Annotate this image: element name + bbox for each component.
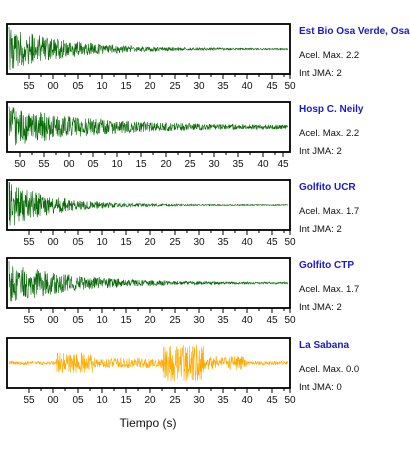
x-tick-label: 10 [96, 395, 108, 406]
x-tick-label: 45 [266, 237, 278, 248]
x-tick-label: 55 [23, 315, 35, 326]
x-tick-label: 50 [284, 237, 296, 248]
x-tick-label: 50 [284, 81, 296, 92]
x-tick-label: 55 [23, 81, 35, 92]
waveform-trace [8, 260, 289, 302]
waveform-trace [8, 344, 289, 382]
jma-label: Int JMA: 2 [299, 68, 342, 79]
x-tick-label: 45 [266, 395, 278, 406]
panel-4: 55 00 05 10 15 20 25 30 35 40 45 50 Golfito CTP Acel.… [6, 257, 359, 326]
x-tick-label: 25 [169, 395, 181, 406]
x-tick-label: 20 [144, 315, 156, 326]
x-tick-label: 15 [120, 395, 132, 406]
x-tick-label: 10 [111, 159, 123, 170]
x-tick-label: 05 [72, 237, 84, 248]
x-tick-label: 20 [144, 395, 156, 406]
plot-frame [6, 101, 291, 153]
pga-label: Acel. Max. 2.2 [299, 128, 359, 139]
x-tick-label: 10 [96, 315, 108, 326]
x-tick-label: 00 [47, 315, 59, 326]
x-tick-label: 00 [47, 395, 59, 406]
x-tick-label: 30 [193, 395, 205, 406]
x-tick-label: 45 [266, 315, 278, 326]
jma-label: Int JMA: 0 [299, 382, 342, 393]
x-tick-label: 40 [241, 81, 253, 92]
waveform-trace [8, 27, 289, 70]
x-tick-label: 30 [193, 237, 205, 248]
x-tick-label: 55 [23, 237, 35, 248]
x-tick-label: 15 [135, 159, 147, 170]
panel-3: 55 00 05 10 15 20 25 30 35 40 45 50 Golfito UCR Acel.… [6, 179, 359, 248]
x-tick-label: 30 [193, 81, 205, 92]
station-name: Hosp C. Neily [299, 104, 364, 115]
jma-label: Int JMA: 2 [299, 146, 342, 157]
x-tick-label: 15 [120, 237, 132, 248]
x-tick-label: 25 [184, 159, 196, 170]
x-tick-label: 40 [241, 237, 253, 248]
x-tick-label: 15 [120, 81, 132, 92]
x-tick-label: 25 [169, 237, 181, 248]
x-tick-label: 30 [208, 159, 220, 170]
x-tick-label: 20 [144, 237, 156, 248]
waveform-trace [8, 182, 289, 226]
jma-label: Int JMA: 2 [299, 302, 342, 313]
x-tick-label: 30 [193, 315, 205, 326]
x-tick-label: 00 [63, 159, 75, 170]
x-tick-label: 10 [96, 81, 108, 92]
x-tick-label: 00 [47, 237, 59, 248]
x-tick-label: 05 [72, 395, 84, 406]
x-axis-title: Tiempo (s) [120, 416, 177, 430]
x-tick-label: 00 [47, 81, 59, 92]
station-name: Golfito UCR [299, 182, 356, 193]
x-tick-label: 20 [144, 81, 156, 92]
x-tick-label: 55 [38, 159, 50, 170]
x-tick-label: 35 [217, 315, 229, 326]
pga-label: Acel. Max. 2.2 [299, 50, 359, 61]
x-tick-label: 05 [72, 81, 84, 92]
x-tick-label: 40 [241, 395, 253, 406]
x-tick-label: 50 [14, 159, 26, 170]
x-tick-label: 50 [284, 315, 296, 326]
panel-1: 55 00 05 10 15 20 25 30 35 40 45 50 Est Bio Osa Verd… [6, 23, 410, 92]
x-tick-label: 35 [217, 81, 229, 92]
pga-label: Acel. Max. 1.7 [299, 284, 359, 295]
station-name: Golfito CTP [299, 260, 354, 271]
x-tick-label: 40 [241, 315, 253, 326]
x-tick-label: 25 [169, 315, 181, 326]
waveform-trace [8, 106, 289, 146]
x-tick-label: 35 [217, 395, 229, 406]
panel-2: 50 55 00 05 10 15 20 25 30 35 40 45 Hosp C. Neily Ace… [6, 101, 364, 170]
panel-5: 55 00 05 10 15 20 25 30 35 40 45 50 La Sabana Acel. M… [6, 337, 359, 406]
station-name: La Sabana [299, 340, 349, 351]
x-tick-label: 50 [284, 395, 296, 406]
x-tick-label: 25 [169, 81, 181, 92]
x-tick-label: 35 [232, 159, 244, 170]
x-tick-label: 10 [96, 237, 108, 248]
station-name: Est Bio Osa Verde, Osa [299, 26, 410, 37]
jma-label: Int JMA: 2 [299, 224, 342, 235]
pga-label: Acel. Max. 0.0 [299, 364, 359, 375]
x-tick-label: 40 [257, 159, 269, 170]
x-tick-label: 20 [160, 159, 172, 170]
x-tick-label: 55 [23, 395, 35, 406]
x-tick-label: 45 [266, 81, 278, 92]
x-tick-label: 45 [277, 159, 289, 170]
x-tick-label: 05 [87, 159, 99, 170]
x-tick-label: 05 [72, 315, 84, 326]
x-tick-label: 35 [217, 237, 229, 248]
pga-label: Acel. Max. 1.7 [299, 206, 359, 217]
x-tick-label: 15 [120, 315, 132, 326]
